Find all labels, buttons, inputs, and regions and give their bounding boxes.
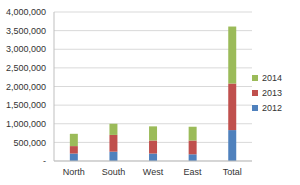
svg-text:South: South <box>102 167 126 177</box>
svg-text:500,000: 500,000 <box>13 138 46 148</box>
svg-text:2,000,000: 2,000,000 <box>8 82 46 92</box>
svg-text:4,000,000: 4,000,000 <box>8 7 46 17</box>
svg-text:-: - <box>43 156 46 166</box>
svg-text:Total: Total <box>223 167 242 177</box>
svg-text:2,500,000: 2,500,000 <box>8 63 46 73</box>
html-text:2014: 2014 <box>262 72 282 83</box>
html-text:2013: 2013 <box>262 87 282 98</box>
svg-text:1,000,000: 1,000,000 <box>8 119 46 129</box>
html-text:2012: 2012 <box>262 102 282 113</box>
svg-text:East: East <box>184 167 203 177</box>
svg-text:North: North <box>63 167 85 177</box>
svg-text:3,500,000: 3,500,000 <box>8 26 46 36</box>
svg-text:1,500,000: 1,500,000 <box>8 100 46 110</box>
svg-text:3,000,000: 3,000,000 <box>8 44 46 54</box>
svg-text:West: West <box>143 167 164 177</box>
